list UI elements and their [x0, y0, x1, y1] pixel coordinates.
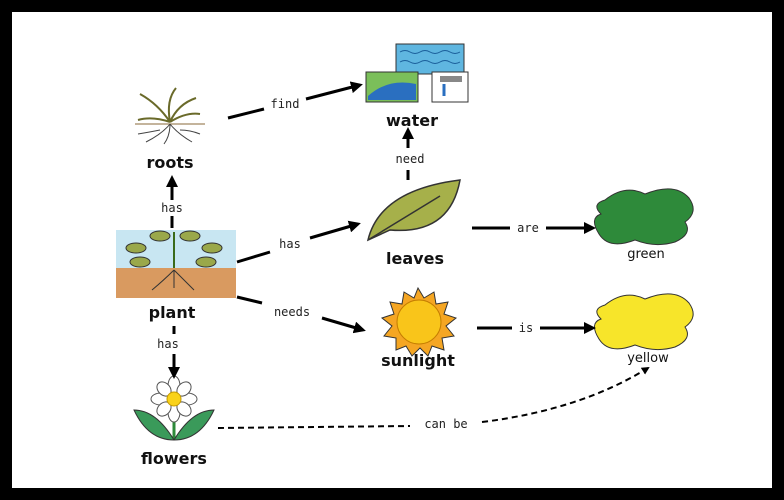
node-label: water	[386, 111, 438, 130]
edge-label: need	[396, 152, 425, 166]
node-label: sunlight	[381, 351, 455, 370]
edge-label: can be	[424, 417, 467, 431]
edge-label: is	[519, 321, 533, 335]
edge-label: has	[279, 237, 301, 251]
node-label: plant	[149, 303, 196, 322]
plant-icon	[116, 230, 236, 298]
green-icon	[594, 189, 693, 245]
node-label: flowers	[141, 449, 207, 468]
edge-label: has	[161, 201, 183, 215]
node-label: green	[627, 247, 665, 262]
node-label: yellow	[627, 351, 669, 366]
node-label: leaves	[386, 249, 444, 268]
edge-label: has	[157, 337, 179, 351]
edge-label: needs	[274, 305, 310, 319]
edge-label: are	[517, 221, 539, 235]
node-label: roots	[146, 153, 193, 172]
yellow-icon	[594, 294, 693, 350]
edge-label: find	[271, 97, 300, 111]
concept-map: water roots leaves green plant sunlight …	[0, 0, 784, 500]
